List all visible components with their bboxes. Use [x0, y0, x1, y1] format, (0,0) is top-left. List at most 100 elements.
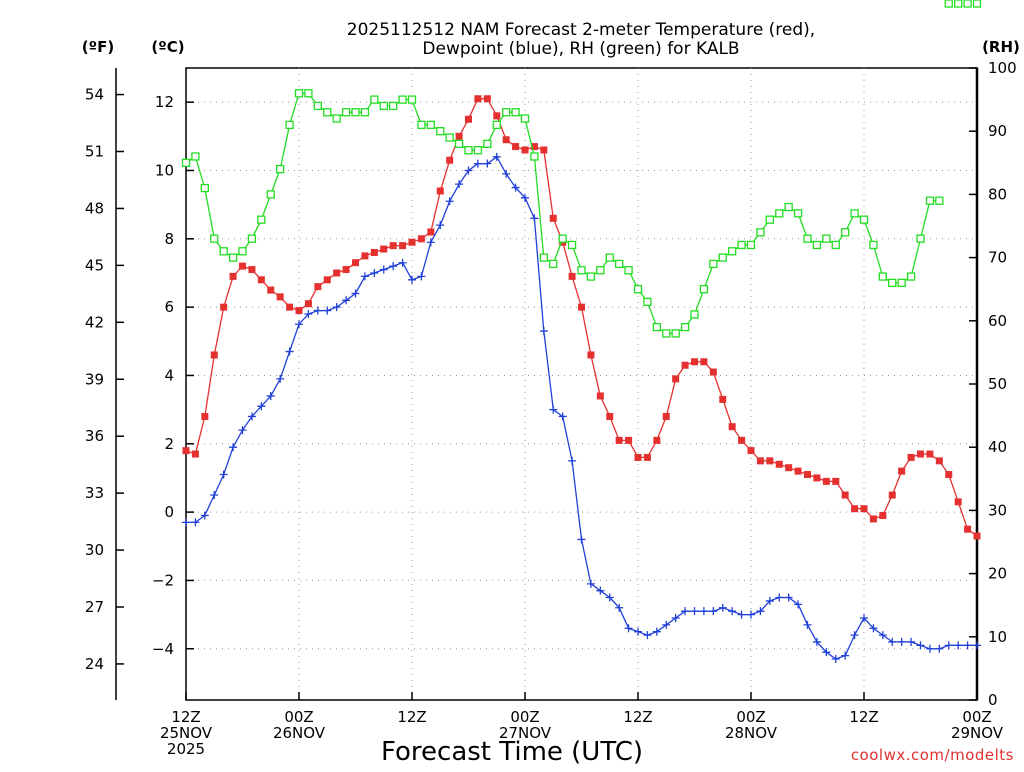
- rh-point: [530, 152, 539, 161]
- temperature-point: [502, 136, 510, 144]
- temperature-point: [465, 115, 472, 123]
- temperature-point: [747, 447, 755, 455]
- dewpoint-point: [803, 620, 812, 629]
- dewpoint-point: [605, 593, 614, 602]
- celsius-tick-label: 0: [164, 503, 174, 521]
- rh-point: [210, 234, 219, 243]
- dewpoint-point: [709, 607, 718, 616]
- temperature-point: [248, 266, 256, 274]
- dewpoint-point: [907, 637, 916, 646]
- credit-text: coolwx.com/modelts: [851, 746, 1014, 764]
- temperature-point: [229, 272, 237, 280]
- rh-point: [944, 0, 953, 8]
- rh-point: [257, 215, 266, 224]
- temperature-point: [822, 477, 830, 485]
- temperature-point: [408, 238, 416, 246]
- celsius-tick-label: 4: [164, 366, 174, 384]
- temperature-point: [681, 361, 689, 369]
- celsius-tick-label: 8: [164, 230, 174, 248]
- dewpoint-point: [247, 412, 256, 421]
- rh-point: [549, 259, 558, 269]
- dewpoint-point: [360, 272, 369, 281]
- data-series: [181, 0, 982, 664]
- temperature-point: [220, 303, 228, 311]
- x-tick-label-line: 12Z: [397, 708, 426, 726]
- dewpoint-point: [229, 443, 238, 452]
- dewpoint-point: [182, 518, 190, 527]
- temperature-point: [832, 477, 840, 485]
- temperature-point: [719, 395, 727, 403]
- temperature-point: [888, 491, 896, 499]
- rh-point: [247, 234, 257, 243]
- dewpoint-point: [897, 637, 906, 646]
- rh-point: [323, 108, 332, 117]
- dewpoint-line: [186, 155, 977, 660]
- dewpoint-point: [888, 637, 897, 646]
- dewpoint-point: [445, 197, 454, 206]
- rh-tick-label: 60: [988, 312, 1007, 330]
- dewpoint-point: [690, 607, 699, 616]
- rh-point: [426, 120, 435, 130]
- rh-tick-label: 70: [988, 249, 1007, 267]
- rh-point: [567, 240, 577, 250]
- temperature-point: [709, 368, 717, 376]
- dewpoint-point: [681, 607, 690, 616]
- dewpoint-point: [511, 183, 520, 192]
- rh-point: [765, 215, 774, 224]
- fahrenheit-tick-label: 36: [85, 427, 104, 445]
- dewpoint-point: [624, 624, 633, 633]
- dewpoint-point: [210, 491, 219, 500]
- x-tick-label-line: 28NOV: [725, 724, 778, 742]
- dewpoint-point: [436, 221, 445, 230]
- rh-point: [803, 234, 812, 243]
- dewpoint-point: [662, 620, 671, 629]
- rh-point: [181, 158, 191, 167]
- temperature-point: [455, 132, 463, 140]
- temperature-point: [860, 505, 868, 513]
- dewpoint-point: [765, 596, 774, 605]
- fahrenheit-tick-label: 48: [85, 199, 104, 217]
- celsius-tick-label: 6: [164, 298, 174, 316]
- dewpoint-point: [634, 627, 642, 636]
- x-tick-label-line: 26NOV: [273, 724, 326, 742]
- dewpoint-point: [747, 610, 755, 619]
- rh-point: [407, 95, 417, 104]
- dewpoint-point: [718, 603, 727, 612]
- temperature-point: [766, 457, 774, 465]
- dewpoint-point: [850, 631, 859, 640]
- rh-point: [313, 101, 322, 111]
- temperature-point: [926, 450, 934, 458]
- temperature-point: [436, 187, 444, 195]
- temperature-point: [851, 505, 859, 513]
- temperature-point: [314, 283, 322, 291]
- celsius-unit-label: (ºC): [151, 38, 184, 56]
- rh-point: [454, 139, 464, 148]
- x-tick-label-line: 00Z: [510, 708, 539, 726]
- rh-tick-label: 50: [988, 375, 1007, 393]
- rh-point: [963, 0, 972, 8]
- rh-tick-label: 80: [988, 185, 1007, 203]
- rh-point: [228, 253, 238, 262]
- temperature-point: [813, 474, 821, 482]
- x-tick-label-line: 2025: [167, 740, 205, 758]
- dewpoint-point: [831, 655, 840, 664]
- temperature-point: [549, 214, 557, 222]
- temperature-point: [323, 276, 331, 284]
- dewpoint-point: [502, 169, 511, 178]
- x-tick-label-line: 00Z: [736, 708, 765, 726]
- temperature-point: [587, 351, 595, 359]
- rh-point: [586, 272, 596, 281]
- dewpoint-point: [295, 320, 303, 329]
- dewpoint-point: [916, 641, 925, 650]
- fahrenheit-tick-label: 27: [85, 598, 104, 616]
- rh-point: [746, 240, 756, 250]
- temperature-point: [738, 436, 746, 444]
- rh-point: [624, 266, 633, 275]
- temperature-point: [342, 266, 350, 274]
- rh-tick-label: 30: [988, 501, 1007, 519]
- temperature-point: [917, 450, 924, 458]
- fahrenheit-tick-label: 30: [85, 541, 104, 559]
- rh-point: [200, 183, 209, 193]
- dewpoint-point: [539, 327, 548, 336]
